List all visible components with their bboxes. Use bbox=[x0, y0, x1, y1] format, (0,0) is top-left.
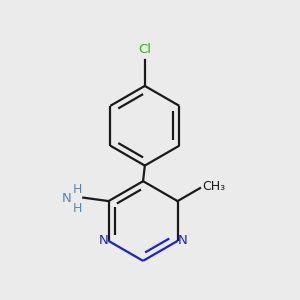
Text: N: N bbox=[62, 192, 71, 205]
Text: Cl: Cl bbox=[138, 43, 151, 56]
Text: H: H bbox=[73, 183, 82, 196]
Text: CH₃: CH₃ bbox=[202, 180, 225, 193]
Text: N: N bbox=[99, 234, 109, 248]
Text: N: N bbox=[178, 234, 187, 248]
Text: H: H bbox=[73, 202, 82, 215]
